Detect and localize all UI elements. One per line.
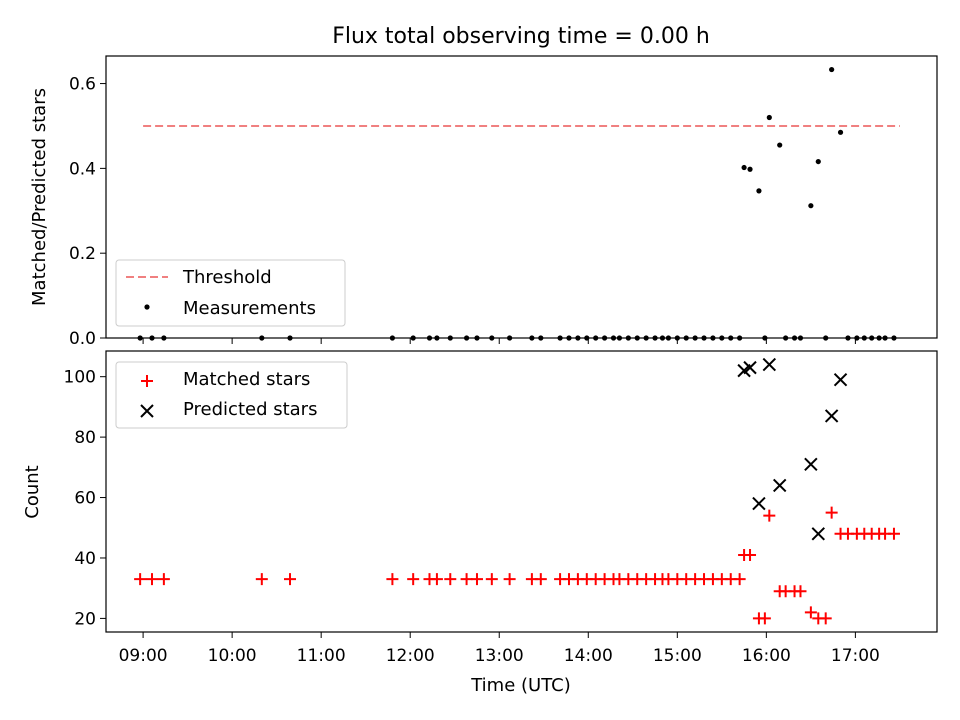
matched-star-point [430,573,443,586]
chart-title: Flux total observing time = 0.00 h [332,24,710,49]
measurement-point [808,203,814,209]
predicted-star-point [762,357,777,372]
y-tick-label: 40 [74,549,96,569]
matched-star-point [444,573,457,586]
y-tick-label: 60 [74,489,96,509]
y-tick-label: 20 [74,609,96,629]
legend-predicted-swatch [140,404,154,418]
bottom-panel-marks [134,357,900,625]
y-tick-label: 0.6 [69,75,96,95]
predicted-star-point [811,527,825,541]
bottom-legend: Matched stars Predicted stars [115,361,348,429]
x-tick-label: 16:00 [742,646,791,666]
bottom-x-ticks: 09:00 10:00 11:00 12:00 13:00 14:00 15:00 16:00… [119,632,880,666]
predicted-star-point [824,409,839,423]
x-tick-label: 09:00 [119,646,168,666]
matched-star-point [733,573,746,586]
matched-star-point [758,612,771,625]
bottom-panel-frame [105,350,938,633]
matched-star-point [407,573,420,586]
matched-star-point [284,573,297,586]
matched-star-point [794,585,807,598]
top-panel-frame [105,55,938,339]
measurement-point [815,158,821,165]
matched-star-point [763,509,776,522]
x-tick-label: 17:00 [831,646,880,666]
legend-threshold-label: Threshold [182,267,272,288]
predicted-star-point [743,360,757,375]
top-legend: Threshold Measurements [115,259,346,327]
predicted-star-point [752,496,766,511]
bottom-y-axis-label: Count [22,465,43,518]
matched-star-point [534,573,547,586]
predicted-star-point [804,457,818,472]
measurement-point [756,188,762,194]
measurement-point [741,164,747,171]
matched-star-point [825,506,838,519]
measurement-point [747,166,753,172]
matched-star-point [146,573,159,586]
matched-star-point [134,573,147,586]
bottom-legend-box [115,361,348,429]
y-tick-label: 0.4 [69,159,96,179]
matched-star-point [470,573,483,586]
measurement-point [777,142,783,148]
x-tick-label: 11:00 [297,646,346,666]
matched-star-point [157,573,170,586]
top-y-axis-label: Matched/Predicted stars [29,88,50,306]
x-axis-label: Time (UTC) [470,675,571,696]
x-tick-label: 10:00 [208,646,257,666]
top-legend-box [115,259,346,327]
matched-star-point [386,573,399,586]
measurement-point [829,66,835,73]
matched-star-point [819,612,832,625]
measurement-point [766,114,772,121]
top-y-ticks: 0.0 0.2 0.4 0.6 [69,75,106,349]
bottom-panel: 20 40 60 80 100 09:00 10:00 11:00 12:00 13:00 14:… [22,350,938,696]
legend-measurements-swatch [144,304,150,310]
predicted-star-point [833,372,848,387]
x-tick-label: 13:00 [475,646,524,666]
x-tick-label: 14:00 [564,646,613,666]
x-tick-label: 12:00 [386,646,435,666]
y-tick-label: 80 [74,428,96,448]
matched-star-point [255,573,268,586]
matched-star-point [887,527,900,540]
measurement-point [837,129,844,135]
y-tick-label: 0.0 [69,329,96,349]
predicted-star-point [772,478,787,493]
x-tick-label: 15:00 [653,646,702,666]
matched-star-point [503,573,516,586]
y-tick-label: 0.2 [69,244,96,264]
legend-matched-swatch [141,375,153,387]
matched-star-point [460,573,473,586]
top-panel: 0.0 0.2 0.4 0.6 Matched/Predicted stars Thr… [29,55,938,349]
bottom-y-ticks: 20 40 60 80 100 [64,368,106,629]
y-tick-label: 100 [64,368,96,388]
legend-measurements-label: Measurements [183,298,316,319]
legend-predicted-label: Predicted stars [183,399,317,420]
legend-matched-label: Matched stars [183,369,310,390]
top-x-ticks [142,338,856,344]
matched-star-point [804,606,817,619]
matched-star-point [744,548,757,561]
matched-star-point [485,573,498,586]
